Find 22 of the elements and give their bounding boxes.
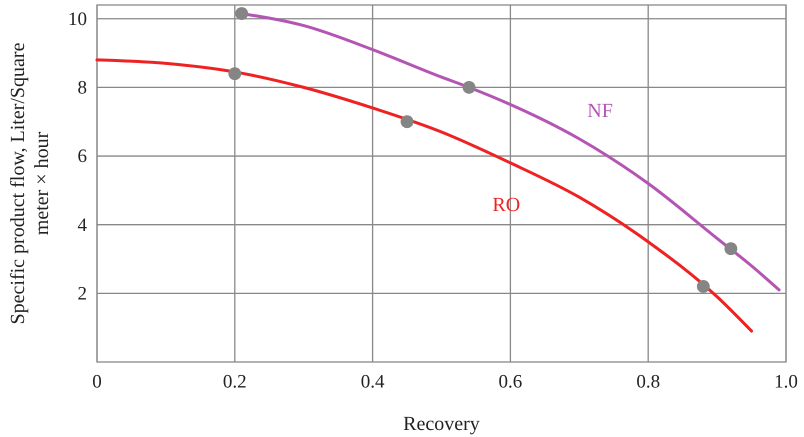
y-axis-title: Specific product flow, Liter/Square meter × hour: [7, 42, 53, 324]
point: [462, 80, 476, 94]
point: [696, 280, 710, 293]
x-axis-title: Recovery: [403, 413, 480, 435]
y-tick-label: 4: [78, 214, 88, 236]
point: [235, 7, 248, 20]
x-tick-label: 0.6: [498, 371, 522, 392]
line-series: [96, 58, 754, 333]
point: [228, 67, 242, 80]
x-tick-label: 0.8: [636, 371, 660, 392]
point: [400, 115, 414, 128]
x-tick-label: 0.4: [360, 371, 385, 392]
y-tick-label: 2: [78, 283, 87, 304]
y-tick-label: 8: [78, 77, 87, 98]
x-tick-label: 0.2: [222, 371, 247, 392]
series-label: RO: [492, 194, 520, 216]
series-label: NF: [587, 100, 613, 122]
point: [724, 242, 738, 256]
x-tick-label: 0: [92, 371, 102, 392]
y-tick-label: 10: [68, 8, 87, 30]
x-tick-label: 1.0: [774, 371, 798, 392]
y-tick-label: 6: [78, 146, 87, 168]
